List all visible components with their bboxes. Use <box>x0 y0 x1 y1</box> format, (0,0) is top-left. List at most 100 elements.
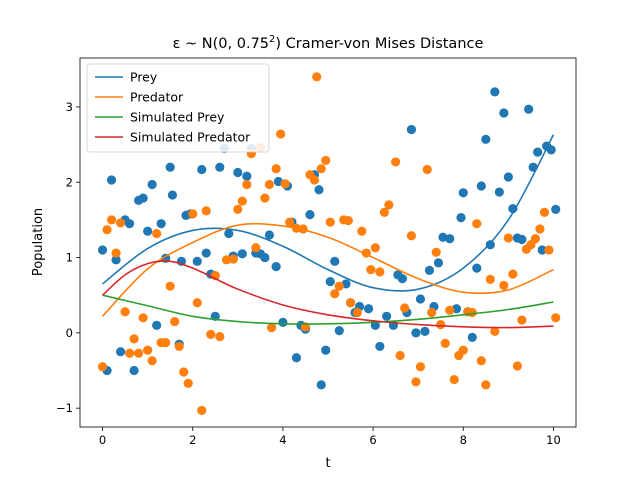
prey-observation-point <box>143 226 153 236</box>
y-tick-label: 0 <box>66 326 73 340</box>
predator-observation-point <box>406 231 417 241</box>
predator-observation-point <box>508 269 518 279</box>
predator-observation-point <box>267 322 277 333</box>
prey-observation-point <box>494 187 504 197</box>
predator-observation-point <box>183 378 193 388</box>
prey-observation-point <box>456 213 466 223</box>
x-tick-label: 2 <box>189 433 196 447</box>
y-tick-label: 3 <box>66 100 73 114</box>
prey-observation-point <box>233 167 243 178</box>
prey-observation-point <box>537 245 547 255</box>
predator-observation-point <box>343 216 353 226</box>
prey-observation-point <box>237 249 247 259</box>
prey-observation-point <box>433 258 444 268</box>
prey-observation-point <box>138 193 148 203</box>
prey-observation-point <box>481 134 491 144</box>
predator-observation-point <box>264 179 274 190</box>
predator-observation-point <box>458 345 468 355</box>
prey-observation-point <box>111 255 121 265</box>
prey-observation-point <box>115 347 126 357</box>
predator-observation-point <box>271 164 281 174</box>
y-tick-label: 1 <box>66 251 73 265</box>
predator-observation-point <box>431 247 441 257</box>
predator-observation-point <box>221 255 232 265</box>
prey-observation-point <box>125 219 135 229</box>
predator-observation-point <box>251 243 261 253</box>
predator-observation-point <box>357 226 367 236</box>
prey-observation-point <box>316 380 326 390</box>
predator-observation-point <box>445 305 455 315</box>
y-axis-label: Population <box>31 208 46 276</box>
prey-observation-point <box>485 240 495 250</box>
predator-observation-point <box>485 274 495 284</box>
prey-observation-point <box>411 328 421 338</box>
predator-observation-point <box>237 196 247 206</box>
prey-observation-point <box>397 274 407 284</box>
x-axis-ticks: 0 2 4 6 8 10 <box>99 427 561 447</box>
prey-observation-point <box>499 108 509 118</box>
prey-observation-point <box>156 219 166 229</box>
predator-observation-point <box>530 234 541 244</box>
predator-observation-point <box>544 245 554 255</box>
predator-observation-point <box>115 218 126 228</box>
predator-observation-point <box>321 155 331 166</box>
predator-observation-point <box>276 129 286 139</box>
predator-observation-point <box>233 204 243 214</box>
prey-observation-point <box>490 87 500 97</box>
prey-observation-point <box>305 210 315 220</box>
predator-observation-point <box>400 303 410 313</box>
predator-observation-point <box>106 215 117 225</box>
prey-observation-point <box>321 345 331 355</box>
prey-observation-point <box>382 311 392 321</box>
predator-observation-point <box>125 348 135 358</box>
legend-label-prey: Prey <box>130 70 158 85</box>
predator-observation-point <box>467 307 477 318</box>
predator-observation-point <box>395 350 405 361</box>
predator-observation-point <box>375 267 385 277</box>
prey-observation-point <box>197 164 207 175</box>
legend-label-simulated-predator: Simulated Predator <box>130 130 251 145</box>
predator-observation-point <box>379 207 389 217</box>
predator-observation-point <box>260 193 270 203</box>
predator-observation-point <box>298 224 308 234</box>
prey-observation-point <box>201 248 211 258</box>
predator-observation-point <box>476 356 486 366</box>
plot-area <box>97 72 561 416</box>
simulated-predator-line <box>102 260 554 329</box>
prey-observation-point <box>476 181 486 191</box>
prey-observation-point <box>97 245 108 255</box>
predator-observation-point <box>174 341 184 352</box>
prey-observation-point <box>129 365 139 376</box>
predator-observation-point <box>111 248 121 258</box>
prey-observation-point <box>420 326 430 336</box>
prey-observation-point <box>271 261 281 272</box>
predator-observation-point <box>165 281 175 291</box>
y-tick-label: −1 <box>56 401 73 415</box>
prey-line <box>102 134 555 292</box>
prey-observation-point <box>508 204 518 214</box>
predator-observation-point <box>325 217 335 227</box>
predator-observation-point <box>503 233 513 243</box>
predator-observation-point <box>188 209 198 219</box>
prey-observation-point <box>375 341 385 352</box>
prey-observation-point <box>424 265 435 275</box>
plot-frame <box>79 57 577 428</box>
predator-observation-point <box>334 281 344 291</box>
predator-observation-point <box>411 377 421 387</box>
predator-observation-point <box>147 356 157 366</box>
predator-observation-point <box>415 362 426 372</box>
predator-observation-point <box>490 326 500 336</box>
prey-observation-point <box>533 147 543 157</box>
predator-observation-point <box>539 207 550 217</box>
prey-observation-point <box>445 234 455 244</box>
predator-observation-point <box>449 374 459 385</box>
legend-label-predator: Predator <box>130 90 184 105</box>
predator-observation-point <box>316 164 326 174</box>
y-tick-label: 2 <box>66 175 73 189</box>
predator-observation-point <box>215 332 225 342</box>
predator-observation-point <box>499 280 509 291</box>
y-axis-ticks: −1 0 1 2 3 <box>56 100 80 415</box>
predator-line <box>101 222 554 317</box>
predator-observation-point <box>201 206 211 216</box>
